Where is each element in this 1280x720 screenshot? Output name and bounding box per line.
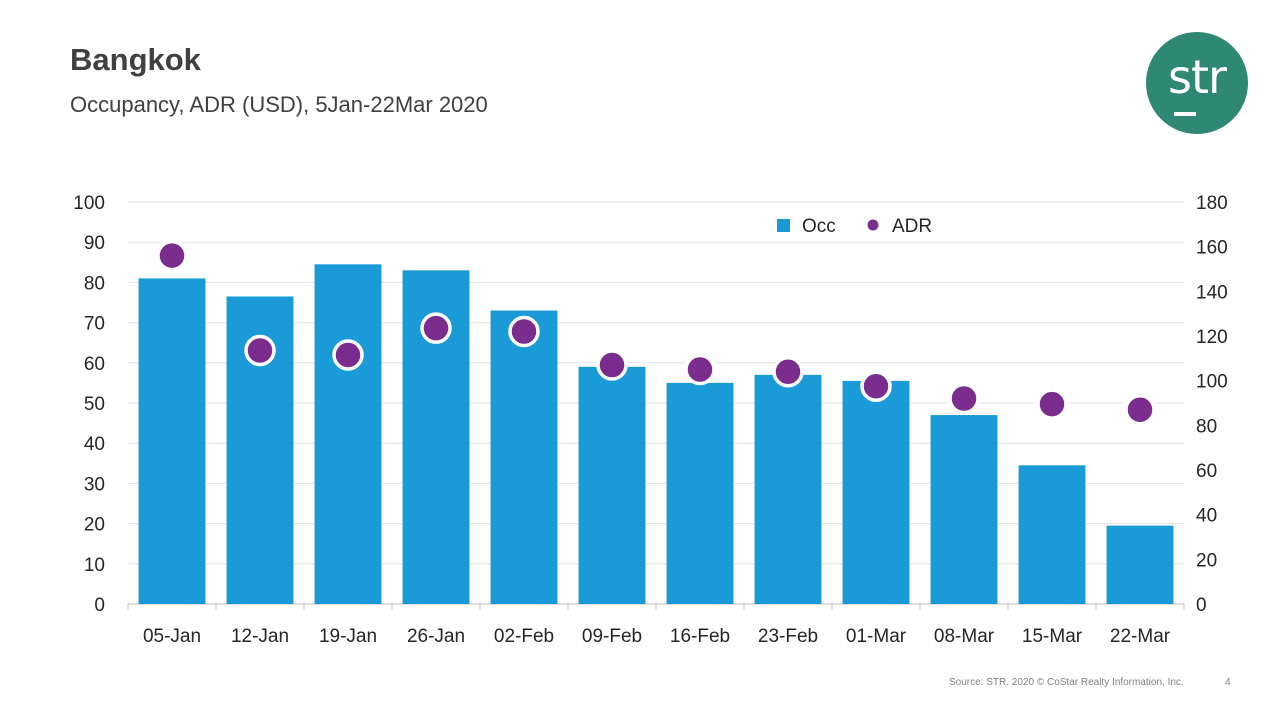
page-number: 4 [1225,677,1231,688]
occ-bar [666,382,734,604]
x-tick-label: 05-Jan [143,626,201,647]
logo-text: str [1168,50,1227,104]
adr-point [684,353,716,386]
adr-point [1036,388,1068,420]
logo-underline [1174,112,1196,116]
y-right-tick-label: 60 [1196,461,1217,482]
y-left-tick-label: 80 [84,273,105,294]
y-left-tick-label: 0 [94,595,105,616]
y-left-tick-label: 70 [84,314,105,335]
legend-occ-label: Occ [802,216,836,237]
adr-point [508,315,540,348]
y-left-tick-label: 10 [84,555,105,576]
y-right-tick-label: 100 [1196,372,1228,393]
x-tick-label: 22-Mar [1110,626,1171,647]
occ-bar [578,366,646,604]
x-tick-label: 23-Feb [758,626,818,647]
y-right-tick-label: 0 [1196,595,1207,616]
y-right-tick-label: 20 [1196,550,1217,571]
y-right-tick-label: 140 [1196,282,1228,303]
x-tick-label: 09-Feb [582,626,642,647]
x-tick-label: 12-Jan [231,626,289,647]
occ-bar [930,415,998,604]
x-tick-label: 02-Feb [494,626,554,647]
y-right-tick-label: 180 [1196,193,1228,214]
source-footer: Source: STR. 2020 © CoStar Realty Inform… [949,677,1184,688]
legend-occ-swatch [777,219,790,232]
occ-bar [314,264,382,604]
y-right-tick-label: 40 [1196,506,1217,527]
y-left-tick-label: 50 [84,394,105,415]
adr-point [420,312,452,344]
adr-point [948,382,980,415]
occ-bar [138,278,206,604]
x-tick-label: 26-Jan [407,626,465,647]
x-tick-label: 19-Jan [319,626,377,647]
y-left-tick-label: 40 [84,434,105,455]
y-right-tick-label: 120 [1196,327,1228,348]
x-tick-label: 01-Mar [846,626,907,647]
adr-point [860,370,892,402]
y-right-tick-label: 160 [1196,238,1228,259]
x-tick-label: 16-Feb [670,626,730,647]
y-left-tick-label: 60 [84,354,105,375]
adr-point [1124,393,1156,426]
occ-bar [1106,525,1174,604]
occ-bar [754,374,822,604]
legend-adr-swatch [867,219,879,231]
y-left-tick-label: 100 [73,193,105,214]
page-subtitle: Occupancy, ADR (USD), 5Jan-22Mar 2020 [70,92,488,117]
x-tick-label: 15-Mar [1022,626,1083,647]
adr-point [596,349,628,381]
page-title: Bangkok [70,42,201,77]
y-left-tick-label: 20 [84,515,105,536]
adr-point [244,334,276,367]
y-left-tick-label: 90 [84,233,105,254]
adr-point [332,339,364,371]
y-left-tick-label: 30 [84,474,105,495]
occ-bar [842,380,910,604]
adr-point [156,239,188,272]
occ-bar [490,310,558,604]
legend-adr-label: ADR [892,216,932,237]
x-tick-label: 08-Mar [934,626,995,647]
occ-bar [1018,465,1086,604]
y-right-tick-label: 80 [1196,416,1217,437]
adr-point [772,355,804,388]
str-logo: str [1146,32,1248,134]
